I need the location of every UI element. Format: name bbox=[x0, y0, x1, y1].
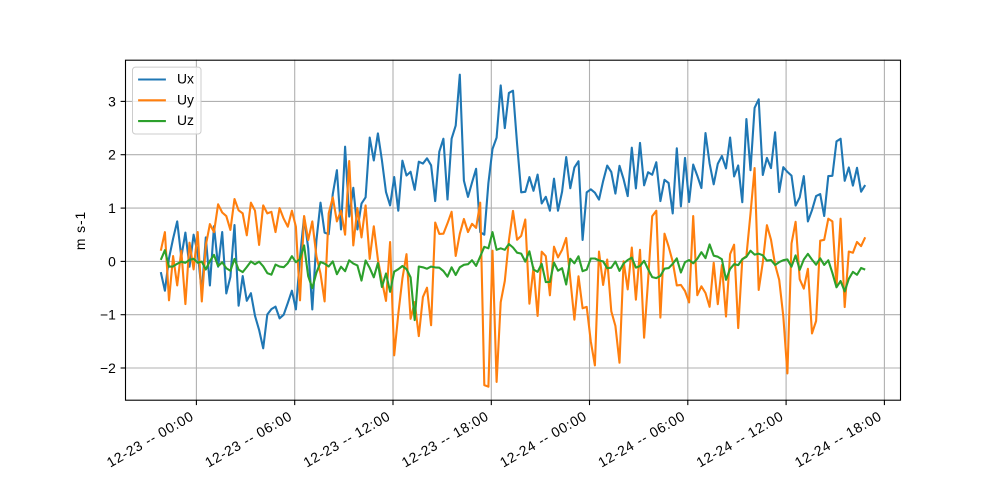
svg-text:−2: −2 bbox=[100, 360, 116, 376]
svg-text:−1: −1 bbox=[100, 307, 116, 323]
svg-text:Uz: Uz bbox=[177, 112, 194, 128]
svg-text:m s-1: m s-1 bbox=[72, 211, 88, 250]
svg-text:0: 0 bbox=[108, 253, 116, 269]
svg-text:1: 1 bbox=[108, 200, 116, 216]
svg-text:2: 2 bbox=[108, 147, 116, 163]
svg-text:3: 3 bbox=[108, 93, 116, 109]
svg-text:Ux: Ux bbox=[177, 71, 194, 87]
svg-text:Uy: Uy bbox=[177, 91, 194, 107]
